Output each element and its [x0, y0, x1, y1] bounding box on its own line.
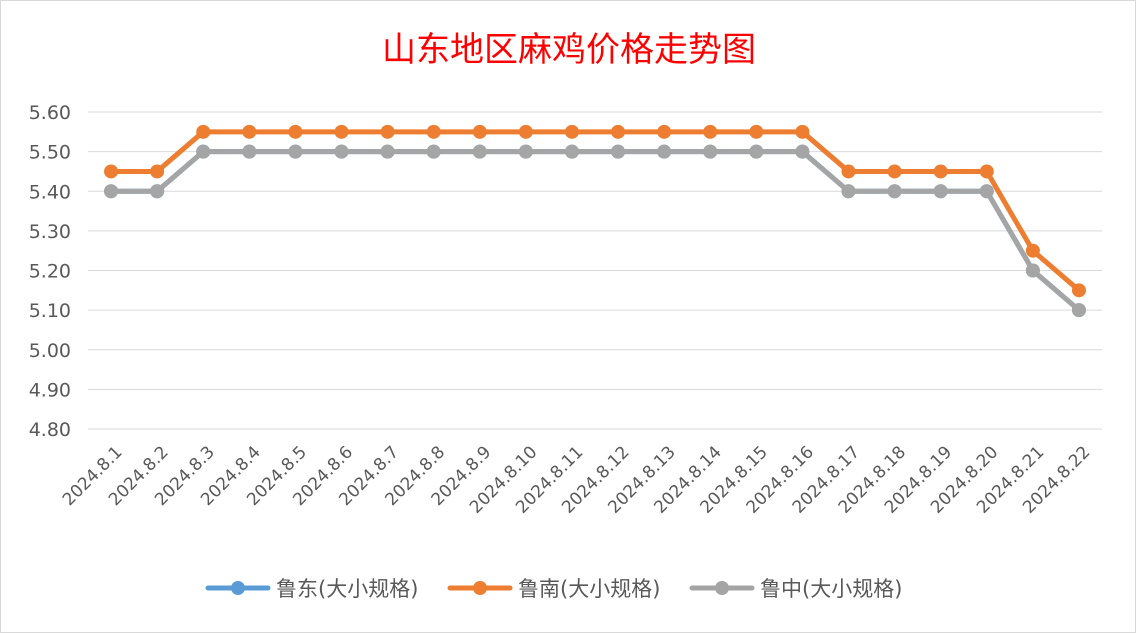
legend-label: 鲁东(大小规格) — [276, 577, 418, 601]
data-point — [104, 164, 119, 179]
data-point — [1025, 243, 1040, 258]
y-tick-label: 5.60 — [29, 102, 71, 124]
data-point — [518, 124, 533, 139]
series-3 — [104, 144, 1086, 318]
data-point — [518, 144, 533, 159]
legend-marker — [473, 581, 487, 595]
data-point — [979, 184, 994, 199]
series-group — [104, 124, 1086, 318]
data-point — [564, 124, 579, 139]
data-point — [150, 164, 165, 179]
data-point — [196, 144, 211, 159]
series-line — [108, 149, 1082, 313]
series-2 — [104, 124, 1086, 298]
data-point — [426, 124, 441, 139]
data-point — [887, 184, 902, 199]
data-point — [841, 184, 856, 199]
data-point — [657, 124, 672, 139]
data-point — [380, 124, 395, 139]
data-point — [657, 144, 672, 159]
data-point — [795, 124, 810, 139]
data-point — [887, 164, 902, 179]
data-point — [1071, 283, 1086, 298]
y-tick-label: 5.00 — [29, 340, 71, 362]
data-point — [749, 144, 764, 159]
y-tick-label: 5.50 — [29, 142, 71, 164]
data-point — [841, 164, 856, 179]
data-point — [703, 124, 718, 139]
y-tick-label: 5.30 — [29, 221, 71, 243]
data-point — [1025, 263, 1040, 278]
y-tick-label: 5.10 — [29, 300, 71, 322]
legend-label: 鲁中(大小规格) — [760, 577, 902, 601]
y-tick-label: 4.80 — [29, 419, 71, 441]
data-point — [979, 164, 994, 179]
y-tick-label: 5.40 — [29, 181, 71, 203]
chart-title: 山东地区麻鸡价格走势图 — [382, 30, 756, 70]
legend-marker — [715, 581, 729, 595]
data-point — [472, 124, 487, 139]
legend-item: 鲁东(大小规格) — [205, 577, 418, 601]
x-axis-ticks: 2024.8.12024.8.22024.8.32024.8.42024.8.5… — [59, 442, 1095, 517]
legend: 鲁东(大小规格) 鲁南(大小规格) 鲁中(大小规格) — [205, 577, 902, 601]
data-point — [242, 124, 257, 139]
data-point — [564, 144, 579, 159]
data-point — [795, 144, 810, 159]
data-point — [196, 124, 211, 139]
series-line — [108, 129, 1082, 293]
legend-item: 鲁中(大小规格) — [689, 577, 902, 601]
data-point — [472, 144, 487, 159]
data-point — [288, 144, 303, 159]
gridlines — [88, 111, 1102, 430]
data-point — [242, 144, 257, 159]
legend-label: 鲁南(大小规格) — [518, 577, 660, 601]
legend-marker — [231, 581, 245, 595]
legend-item: 鲁南(大小规格) — [447, 577, 660, 601]
data-point — [150, 184, 165, 199]
data-point — [933, 184, 948, 199]
y-axis-ticks: 4.80 4.90 5.00 5.10 5.20 5.30 5.40 5.50 5.60 — [29, 102, 71, 441]
data-point — [426, 144, 441, 159]
data-point — [611, 144, 626, 159]
data-point — [933, 164, 948, 179]
y-tick-label: 5.20 — [29, 261, 71, 283]
data-point — [380, 144, 395, 159]
data-point — [104, 184, 119, 199]
data-point — [334, 144, 349, 159]
data-point — [1071, 303, 1086, 318]
data-point — [611, 124, 626, 139]
y-tick-label: 4.90 — [29, 379, 71, 401]
data-point — [288, 124, 303, 139]
data-point — [703, 144, 718, 159]
data-point — [749, 124, 764, 139]
data-point — [334, 124, 349, 139]
